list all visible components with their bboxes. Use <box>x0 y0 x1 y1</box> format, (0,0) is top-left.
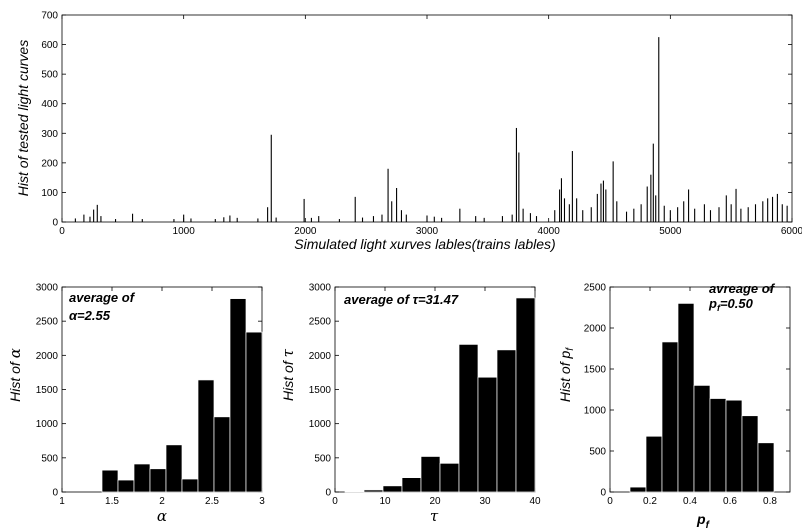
alpha-hist-bar <box>101 469 119 493</box>
tau-hist-bar <box>439 462 460 493</box>
tau-x-tick-label: 40 <box>529 496 541 507</box>
alpha-hist-bar <box>229 298 247 493</box>
top-y-tick-label: 0 <box>52 218 58 229</box>
tau-hist-bar <box>420 456 441 493</box>
pf-x-tick-label: 0.2 <box>643 496 657 507</box>
pf-x-tick-label: 0.8 <box>763 496 777 507</box>
tau-hist-bar <box>363 489 384 493</box>
top-hist-panel: 0 1000 2000 3000 4000 5000 6000 0 100 200 300 400 50… <box>41 11 802 238</box>
tau-y-tick-label: 3000 <box>309 283 332 294</box>
alpha-hist-panel: 1 1.5 2 2.5 3 0 500 1000 1500 2000 2500 3000 <box>36 283 265 508</box>
alpha-x-tick-label: 1 <box>59 496 65 507</box>
pf-hist-bar <box>645 435 663 493</box>
tau-y-tick-label: 2500 <box>309 317 332 328</box>
pf-x-axis-label: pf <box>696 511 711 531</box>
alpha-y-tick-label: 0 <box>52 488 58 499</box>
tau-y-tick-label: 500 <box>314 453 331 464</box>
pf-y-tick-label: 1500 <box>584 365 607 376</box>
alpha-average-annotation-line2: α=2.55 <box>69 308 111 323</box>
pf-hist-bar <box>629 486 647 493</box>
top-y-tick-label: 500 <box>41 70 58 81</box>
tau-y-axis-label: Hist of τ <box>279 348 297 401</box>
alpha-y-tick-label: 1000 <box>36 419 59 430</box>
pf-hist-bar <box>725 399 743 493</box>
alpha-hist-bar <box>213 416 231 493</box>
alpha-y-axis-label: Hist of α <box>6 348 24 402</box>
alpha-y-tick-label: 500 <box>41 453 58 464</box>
alpha-y-tick-label: 2500 <box>36 317 59 328</box>
alpha-y-tick-label: 1500 <box>36 385 59 396</box>
top-y-tick-label: 200 <box>41 158 58 169</box>
alpha-y-tick-label: 2000 <box>36 351 59 362</box>
top-y-tick-label: 400 <box>41 99 58 110</box>
top-x-axis-label: Simulated light xurves lables(trains lab… <box>294 236 555 252</box>
alpha-hist-bar <box>117 479 135 493</box>
top-x-tick-label: 2000 <box>294 226 317 237</box>
pf-hist-panel: 0 0.2 0.4 0.6 0.8 0 500 1000 1500 2000 2500 <box>584 283 791 507</box>
alpha-hist-bar <box>149 468 167 493</box>
alpha-x-tick-label: 2 <box>159 496 165 507</box>
alpha-average-annotation-line1: average of <box>69 290 136 305</box>
alpha-x-tick-label: 1.5 <box>105 496 119 507</box>
alpha-hist-bar <box>197 379 215 493</box>
top-x-tick-label: 0 <box>59 226 65 237</box>
tau-hist-bar <box>401 477 422 493</box>
tau-x-tick-label: 20 <box>429 496 441 507</box>
pf-hist-bar <box>757 442 775 493</box>
tau-hist-bar <box>515 297 536 493</box>
tau-y-tick-label: 1500 <box>309 385 332 396</box>
alpha-x-axis-label: α <box>157 507 167 525</box>
tau-average-annotation: average of τ=31.47 <box>344 292 459 307</box>
pf-x-tick-label: 0 <box>607 496 613 507</box>
pf-y-tick-label: 500 <box>589 447 606 458</box>
pf-y-axis-label: Hist of pf <box>557 347 576 402</box>
tau-hist-bar <box>382 485 403 493</box>
pf-hist-bar <box>693 385 711 493</box>
tau-hist-bar <box>344 490 365 493</box>
top-y-tick-label: 700 <box>41 11 58 22</box>
pf-hist-bar <box>741 415 759 493</box>
pf-y-tick-label: 2000 <box>584 324 607 335</box>
pf-average-annotation-line1: avreage of <box>709 281 776 296</box>
top-plot-frame <box>61 14 793 223</box>
tau-x-tick-label: 10 <box>379 496 391 507</box>
tau-hist-bar <box>496 349 517 493</box>
pf-y-tick-label: 0 <box>600 488 606 499</box>
pf-x-tick-label: 0.6 <box>723 496 737 507</box>
top-x-tick-label: 3000 <box>416 226 439 237</box>
tau-y-tick-label: 2000 <box>309 351 332 362</box>
alpha-y-tick-label: 3000 <box>36 283 59 294</box>
pf-average-annotation-line2: pf=0.50 <box>708 296 754 313</box>
alpha-x-tick-label: 3 <box>259 496 265 507</box>
top-x-tick-label: 5000 <box>659 226 682 237</box>
alpha-x-tick-label: 2.5 <box>205 496 219 507</box>
alpha-hist-bar <box>165 444 183 493</box>
top-x-tick-label: 4000 <box>538 226 561 237</box>
pf-hist-bar <box>677 303 695 493</box>
pf-x-tick-label: 0.4 <box>683 496 697 507</box>
top-y-tick-label: 100 <box>41 188 58 199</box>
pf-hist-bar <box>661 341 679 493</box>
pf-y-tick-label: 2500 <box>584 283 607 294</box>
alpha-hist-bar <box>181 478 199 493</box>
tau-hist-panel: 0 10 20 30 40 0 500 1000 1500 2000 2500 3000 <box>309 283 541 508</box>
pf-hist-bar <box>709 398 727 493</box>
pf-y-tick-label: 1000 <box>584 406 607 417</box>
tau-hist-bar <box>477 376 498 493</box>
top-y-axis-label: Hist of tested light curves <box>15 40 31 196</box>
tau-x-axis-label: τ <box>430 507 439 525</box>
alpha-hist-bar <box>133 463 151 493</box>
top-y-tick-label: 600 <box>41 40 58 51</box>
top-x-tick-label: 1000 <box>173 226 196 237</box>
tau-y-tick-label: 1000 <box>309 419 332 430</box>
tau-y-tick-label: 0 <box>325 488 331 499</box>
tau-hist-bar <box>458 344 479 493</box>
alpha-hist-bar <box>245 331 263 493</box>
top-y-tick-label: 300 <box>41 129 58 140</box>
top-x-tick-label: 6000 <box>781 226 802 237</box>
tau-x-tick-label: 0 <box>332 496 338 507</box>
tau-x-tick-label: 30 <box>479 496 491 507</box>
